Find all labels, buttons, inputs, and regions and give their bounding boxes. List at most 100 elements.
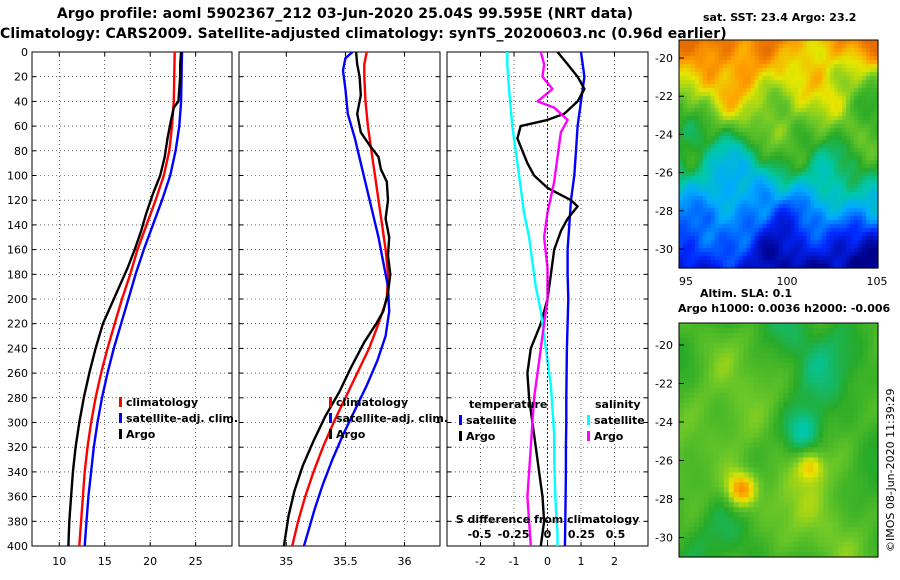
depth-tick-label: 360 [7, 491, 28, 504]
legend-swatch [587, 415, 590, 425]
depth-tick-label: 180 [7, 268, 28, 281]
legend-panel-2: climatology satellite-adj. clim. Argo [329, 396, 448, 441]
depth-tick-label: 320 [7, 441, 28, 454]
sst-lon-tick: 100 [777, 275, 798, 288]
x-tick-label: 35 [279, 555, 293, 568]
legend-swatch [329, 413, 332, 423]
legend-swatch [587, 431, 590, 441]
legend-swatch [329, 429, 332, 439]
panel-3 [446, 51, 649, 547]
secondary-tick-label: -0.5 [467, 528, 491, 541]
depth-tick-label: 20 [14, 71, 28, 84]
sst-lon-tick: 105 [867, 275, 888, 288]
sst-lat-tick: -30 [655, 243, 673, 256]
map-frame [678, 322, 879, 558]
legend-label: satellite [594, 414, 645, 427]
sst-lat-tick: -28 [655, 205, 673, 218]
legend-label: Argo [126, 428, 156, 441]
sla-map [678, 322, 879, 558]
depth-tick-label: 280 [7, 392, 28, 405]
legend-label: climatology [336, 396, 408, 409]
legend-swatch [459, 431, 462, 441]
x-tick-label: 25 [189, 555, 203, 568]
header-line-2: Climatology: CARS2009. Satellite-adjuste… [0, 26, 727, 42]
depth-tick-label: 340 [7, 466, 28, 479]
watermark: ©IMOS 08-Jun-2020 11:39:29 [884, 388, 897, 552]
depth-tick-label: 380 [7, 515, 28, 528]
sla-map-title-2: Argo h1000: 0.0036 h2000: -0.006 [678, 302, 891, 315]
depth-tick-label: 240 [7, 342, 28, 355]
series-line [526, 51, 569, 547]
legend-label: Argo [466, 430, 496, 443]
depth-tick-label: 60 [14, 120, 28, 133]
sla-lat-tick: -30 [655, 532, 673, 545]
legend-swatch [329, 397, 332, 407]
x-tick-label: 20 [143, 555, 157, 568]
sst-lat-tick: -22 [655, 90, 673, 103]
legend-label: Argo [594, 430, 624, 443]
depth-tick-label: 160 [7, 244, 28, 257]
depth-tick-label: 140 [7, 219, 28, 232]
depth-tick-label: 400 [7, 540, 28, 553]
depth-tick-label: 80 [14, 145, 28, 158]
map-frame [678, 39, 879, 269]
x-tick-label: 1 [578, 555, 585, 568]
sst-lat-tick: -20 [655, 52, 673, 65]
header-line-1: Argo profile: aoml 5902367_212 03-Jun-20… [56, 6, 634, 22]
depth-tick-label: 120 [7, 194, 28, 207]
legend-group-salinity: salinity [595, 398, 641, 411]
legend-label: satellite-adj. clim. [336, 412, 448, 425]
x-tick-label: 15 [98, 555, 112, 568]
legend-swatch [459, 415, 462, 425]
secondary-tick-label: 0.25 [568, 528, 595, 541]
legend-swatch [119, 397, 122, 407]
sla-lat-tick: -26 [655, 455, 673, 468]
series-line [78, 51, 176, 547]
x-tick-label: -2 [475, 555, 486, 568]
sst-map-title: sat. SST: 23.4 Argo: 23.2 [703, 11, 857, 24]
depth-tick-label: 220 [7, 318, 28, 331]
sst-map [678, 39, 879, 269]
series-line [83, 51, 184, 547]
depth-tick-label: 300 [7, 417, 28, 430]
sst-lat-tick: -24 [655, 128, 673, 141]
sst-lat-tick: -26 [655, 167, 673, 180]
depth-tick-label: 0 [21, 46, 28, 59]
depth-tick-label: 100 [7, 170, 28, 183]
legend-panel-3: temperature salinity satellite Argo satellit… [459, 398, 645, 443]
x-tick-label: 35.5 [333, 555, 358, 568]
x-tick-label: -1 [509, 555, 520, 568]
legend-label: Argo [336, 428, 366, 441]
legend-label: satellite-adj. clim. [126, 412, 238, 425]
secondary-tick-label: 0 [544, 528, 552, 541]
series-line [282, 51, 392, 547]
x-tick-label: 2 [611, 555, 618, 568]
sla-lat-tick: -22 [655, 378, 673, 391]
series-line [563, 51, 586, 547]
series-line [506, 52, 559, 546]
legend-panel-1: climatology satellite-adj. clim. Argo [119, 396, 238, 441]
legend-swatch [119, 413, 122, 423]
depth-tick-label: 260 [7, 367, 28, 380]
series-line [302, 51, 391, 547]
sla-map-title-1: Altim. SLA: 0.1 [700, 287, 793, 300]
legend-label: climatology [126, 396, 198, 409]
sla-lat-tick: -20 [655, 339, 673, 352]
depth-tick-label: 200 [7, 293, 28, 306]
secondary-tick-label: -0.25 [498, 528, 530, 541]
legend-label: satellite [466, 414, 517, 427]
sla-lat-tick: -28 [655, 493, 673, 506]
sla-lat-tick: -24 [655, 416, 673, 429]
secondary-tick-label: 0.5 [606, 528, 626, 541]
sst-lon-tick: 95 [679, 275, 693, 288]
legend-group-temperature: temperature [469, 398, 547, 411]
x-tick-label: 36 [398, 555, 412, 568]
series-line [516, 51, 586, 547]
panel-2 [238, 51, 441, 547]
x-tick-label: 0 [544, 555, 551, 568]
diff-axis-label: S difference from climatology [456, 513, 640, 526]
panel-1 [31, 51, 233, 547]
series-line [67, 51, 183, 547]
x-tick-label: 10 [52, 555, 66, 568]
